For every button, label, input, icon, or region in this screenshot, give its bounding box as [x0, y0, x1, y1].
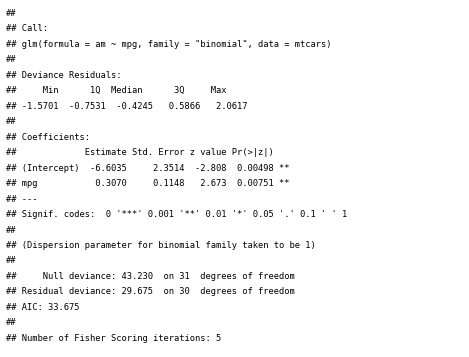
Text: ## (Intercept)  -6.6035     2.3514  -2.808  0.00498 **: ## (Intercept) -6.6035 2.3514 -2.808 0.0…: [6, 164, 289, 173]
Text: ## ---: ## ---: [6, 195, 37, 203]
Text: ##: ##: [6, 226, 16, 235]
Text: ##     Null deviance: 43.230  on 31  degrees of freedom: ## Null deviance: 43.230 on 31 degrees o…: [6, 272, 295, 281]
Text: ## Signif. codes:  0 '***' 0.001 '**' 0.01 '*' 0.05 '.' 0.1 ' ' 1: ## Signif. codes: 0 '***' 0.001 '**' 0.0…: [6, 210, 347, 219]
Text: ##: ##: [6, 55, 16, 64]
Text: ## Residual deviance: 29.675  on 30  degrees of freedom: ## Residual deviance: 29.675 on 30 degre…: [6, 287, 295, 296]
Text: ## Deviance Residuals:: ## Deviance Residuals:: [6, 71, 121, 80]
Text: ## AIC: 33.675: ## AIC: 33.675: [6, 303, 79, 312]
Text: ##             Estimate Std. Error z value Pr(>|z|): ## Estimate Std. Error z value Pr(>|z|): [6, 148, 295, 157]
Text: ## Coefficients:: ## Coefficients:: [6, 133, 90, 142]
Text: ##: ##: [6, 256, 16, 266]
Text: ##: ##: [6, 9, 16, 18]
Text: ## mpg           0.3070     0.1148   2.673  0.00751 **: ## mpg 0.3070 0.1148 2.673 0.00751 **: [6, 179, 289, 188]
Text: ##: ##: [6, 117, 16, 126]
Text: ##: ##: [6, 318, 16, 327]
Text: ## glm(formula = am ~ mpg, family = "binomial", data = mtcars): ## glm(formula = am ~ mpg, family = "bin…: [6, 40, 331, 49]
Text: ##     Min      1Q  Median      3Q     Max: ## Min 1Q Median 3Q Max: [6, 86, 226, 95]
Text: ## (Dispersion parameter for binomial family taken to be 1): ## (Dispersion parameter for binomial fa…: [6, 241, 315, 250]
Text: ## Number of Fisher Scoring iterations: 5: ## Number of Fisher Scoring iterations: …: [6, 334, 221, 343]
Text: ## Call:: ## Call:: [6, 24, 48, 34]
Text: ## -1.5701  -0.7531  -0.4245   0.5866   2.0617: ## -1.5701 -0.7531 -0.4245 0.5866 2.0617: [6, 102, 247, 111]
